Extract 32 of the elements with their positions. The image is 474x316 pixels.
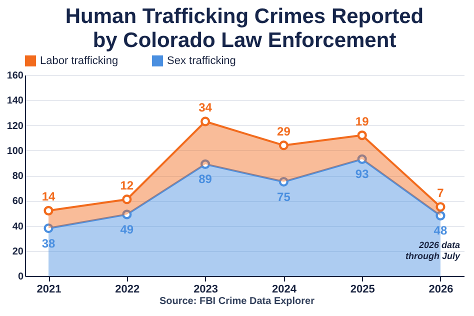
y-tick-label: 100 [6, 146, 24, 157]
y-tick-label: 140 [6, 96, 24, 107]
x-tick-label: 2024 [272, 284, 298, 296]
x-tick-label: 2021 [36, 284, 62, 296]
data-label: 34 [198, 100, 212, 114]
annotation: 2026 data through July [406, 240, 461, 261]
data-label: 14 [42, 190, 56, 204]
x-tick-label: 2025 [350, 284, 375, 296]
y-tick-label: 80 [12, 171, 24, 182]
y-tick-label: 40 [12, 221, 24, 232]
data-label: 29 [277, 124, 291, 138]
data-label: 89 [198, 172, 212, 186]
data-label: 93 [355, 167, 370, 182]
legend-label: Sex trafficking [167, 54, 236, 67]
data-label: 19 [355, 114, 370, 128]
data-label: 7 [437, 186, 444, 200]
source-note: Source: FBI Crime Data Explorer [158, 296, 316, 309]
data-label: 75 [277, 190, 291, 204]
legend-label: Labor trafficking [40, 54, 118, 67]
y-tick-label: 0 [18, 272, 24, 282]
x-tick-label: 2026 [428, 284, 454, 296]
x-tick-label: 2023 [194, 284, 218, 296]
y-tick-label: 160 [6, 70, 24, 82]
data-label: 12 [120, 178, 134, 192]
data-label: 38 [42, 236, 56, 250]
data-label: 49 [120, 222, 134, 236]
chart-title: Human Trafficking Crimes Reported by Colorado Law Enforcement [65, 5, 424, 52]
y-tick-label: 60 [12, 196, 24, 208]
y-tick-label: 120 [6, 120, 24, 132]
data-label: 48 [434, 224, 448, 238]
x-tick-label: 2022 [115, 284, 140, 296]
y-tick-label: 20 [12, 246, 24, 258]
